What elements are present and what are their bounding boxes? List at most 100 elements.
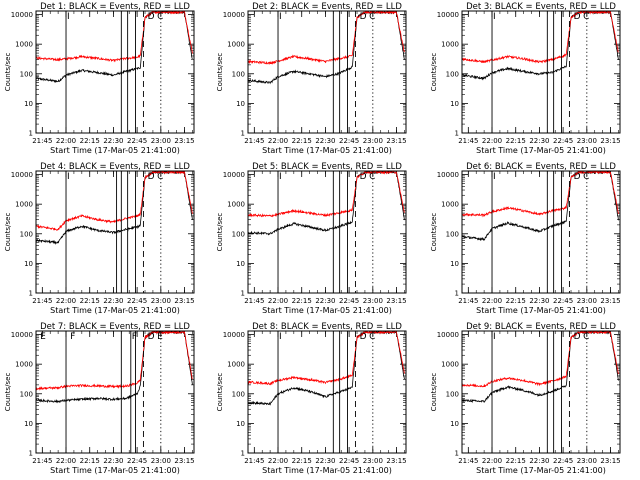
x-tick-label: 22:30 — [315, 297, 335, 305]
x-tick-label: 22:00 — [482, 457, 502, 465]
region-label: C — [583, 172, 589, 182]
y-tick-label: 1000 — [227, 361, 245, 369]
series-line-events — [462, 11, 619, 81]
chart-title: Det 8: BLACK = Events, RED = LLD — [252, 322, 402, 332]
y-tick-label: 1000 — [227, 41, 245, 49]
chart-panel-8: Det 8: BLACK = Events, RED = LLD Counts/s… — [216, 322, 407, 475]
y-tick-label: 100 — [20, 390, 33, 398]
series-line-events — [36, 11, 193, 84]
series-line-lld — [462, 11, 619, 64]
region-label: I — [67, 12, 70, 22]
x-tick-label: 22:45 — [339, 137, 359, 145]
x-tick-label: 23:00 — [577, 457, 597, 465]
x-tick-label: 22:15 — [506, 297, 526, 305]
y-axis-label: Counts/sec — [4, 373, 12, 412]
chart-panel-2: Det 2: BLACK = Events, RED = LLD Counts/s… — [216, 2, 407, 155]
y-tick-label: 10 — [24, 260, 33, 268]
x-tick-label: 21:45 — [458, 297, 478, 305]
series-line-events — [462, 331, 619, 404]
x-tick-label: 22:15 — [80, 137, 100, 145]
x-tick-label: 22:45 — [339, 457, 359, 465]
plot-frame — [35, 330, 195, 454]
y-axis-label: Counts/sec — [216, 213, 224, 252]
plot-frame — [247, 330, 407, 454]
region-label: C — [583, 12, 589, 22]
x-tick-label: 22:15 — [506, 457, 526, 465]
chart-panel-3: Det 3: BLACK = Events, RED = LLD Counts/s… — [430, 2, 621, 155]
x-tick-label: 22:00 — [56, 457, 76, 465]
x-tick-label: 23:00 — [363, 457, 383, 465]
region-label: I — [67, 172, 70, 182]
x-tick-label: 22:30 — [103, 297, 123, 305]
x-tick-label: 23:00 — [363, 137, 383, 145]
y-tick-label: 10 — [236, 100, 245, 108]
series-group — [462, 11, 619, 81]
x-tick-label: 22:30 — [315, 137, 335, 145]
plot-frame — [247, 170, 407, 294]
x-tick-label: 23:15 — [174, 297, 194, 305]
series-line-lld — [248, 11, 405, 66]
x-tick-label: 22:45 — [127, 297, 147, 305]
y-tick-label: 100 — [232, 230, 245, 238]
x-tick-label: 22:30 — [529, 137, 549, 145]
x-tick-label: 22:15 — [292, 137, 312, 145]
plot-frame — [461, 10, 621, 134]
x-tick-label: 23:00 — [363, 297, 383, 305]
x-tick-label: 21:45 — [244, 297, 264, 305]
region-label: D — [360, 172, 367, 182]
x-tick-label: 23:15 — [386, 457, 406, 465]
region-label: D — [148, 332, 155, 342]
region-label: C — [369, 12, 375, 22]
x-tick-label: 23:00 — [577, 297, 597, 305]
y-tick-label: 10000 — [11, 331, 33, 339]
region-label: D — [574, 12, 581, 22]
x-tick-label: 21:45 — [32, 137, 52, 145]
series-group — [36, 331, 193, 404]
x-axis-label: Start Time (17-Mar-05 21:41:00) — [50, 306, 180, 315]
region-label: D — [360, 12, 367, 22]
x-tick-label: 22:15 — [292, 457, 312, 465]
y-tick-label: 1000 — [15, 201, 33, 209]
y-tick-label: 1 — [241, 290, 245, 298]
x-tick-label: 22:45 — [553, 297, 573, 305]
region-label: I — [279, 332, 282, 342]
y-tick-label: 1 — [241, 450, 245, 458]
x-tick-label: 22:30 — [529, 457, 549, 465]
series-group — [248, 331, 405, 406]
x-tick-label: 23:15 — [600, 137, 620, 145]
x-tick-label: 21:45 — [244, 137, 264, 145]
y-tick-label: 10 — [24, 100, 33, 108]
region-label: I — [279, 12, 282, 22]
chart-title: Det 5: BLACK = Events, RED = LLD — [252, 162, 402, 172]
region-label: F — [70, 332, 75, 342]
x-tick-label: 21:45 — [32, 297, 52, 305]
y-tick-label: 10000 — [223, 331, 245, 339]
series-line-lld — [248, 331, 405, 386]
y-tick-label: 1000 — [441, 361, 459, 369]
x-tick-label: 22:30 — [103, 137, 123, 145]
y-tick-label: 10 — [450, 260, 459, 268]
y-tick-label: 10 — [236, 260, 245, 268]
chart-panel-1: Det 1: BLACK = Events, RED = LLD Counts/s… — [4, 2, 195, 155]
x-tick-label: 22:15 — [80, 457, 100, 465]
region-label: D — [148, 12, 155, 22]
y-axis-label: Counts/sec — [4, 213, 12, 252]
x-tick-label: 21:45 — [458, 137, 478, 145]
y-tick-label: 100 — [20, 230, 33, 238]
region-label: C — [369, 332, 375, 342]
y-tick-label: 1 — [29, 290, 33, 298]
y-axis-label: Counts/sec — [216, 53, 224, 92]
x-tick-label: 21:45 — [244, 457, 264, 465]
x-tick-label: 22:00 — [482, 137, 502, 145]
x-tick-label: 23:00 — [577, 137, 597, 145]
x-tick-label: 22:15 — [80, 297, 100, 305]
y-tick-label: 10000 — [437, 331, 459, 339]
y-tick-label: 1 — [455, 290, 459, 298]
x-tick-label: 23:15 — [600, 457, 620, 465]
region-label: F — [132, 332, 137, 342]
y-tick-label: 10000 — [223, 171, 245, 179]
x-tick-label: 22:00 — [56, 297, 76, 305]
region-label: D — [360, 332, 367, 342]
chart-title: Det 9: BLACK = Events, RED = LLD — [466, 322, 616, 332]
x-axis-label: Start Time (17-Mar-05 21:41:00) — [476, 306, 606, 315]
